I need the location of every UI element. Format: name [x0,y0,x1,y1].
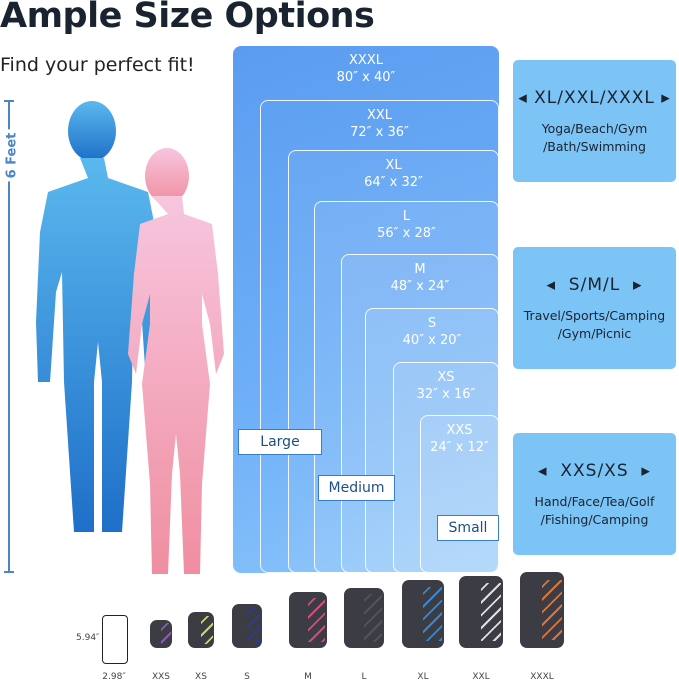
woman-silhouette [128,148,224,574]
panel-small: ◂ XXS/XS ▸ Hand/Face/Tea/Golf /Fishing/Ca… [513,433,676,555]
size-name: M [414,262,426,277]
towel-xxs [150,620,172,648]
towel-xs [188,612,214,648]
page-title: Ample Size Options [0,0,375,36]
towel-label: XS [195,672,207,682]
towel-label: XL [417,672,429,682]
arrow-left-icon: ◂ [546,275,569,295]
panel-large: ◂ XL/XXL/XXXL ▸ Yoga/Beach/Gym /Bath/Swim… [513,60,676,182]
towel-label: L [361,672,367,682]
towel-label: XXXL [530,672,554,682]
stripe-pattern [161,622,171,646]
size-dims: 64″ x 32″ [364,175,423,190]
subtitle: Find your perfect fit! [0,54,195,76]
stripe-pattern [423,586,442,642]
phone-icon [102,615,128,664]
size-dims: 72″ x 36″ [350,125,409,140]
towel-label: XXL [472,672,490,682]
size-name: L [402,209,411,224]
stripe-pattern [542,579,562,641]
size-name: S [427,316,437,331]
towel-l [344,588,384,648]
arrow-left-icon: ◂ [518,88,535,108]
man-silhouette [36,101,160,532]
towel-m [289,592,327,648]
towel-s [232,604,262,648]
panel-heading: XL/XXL/XXXL [534,88,655,108]
towel-label: M [304,672,312,682]
size-dims: 56″ x 28″ [377,226,436,241]
size-name: XXL [366,108,393,123]
arrow-right-icon: ▸ [654,88,671,108]
stripe-pattern [201,615,213,645]
panel-heading: S/M/L [568,275,621,295]
size-dims: 48″ x 24″ [390,279,450,294]
arrow-right-icon: ▸ [628,461,651,481]
arrow-right-icon: ▸ [620,275,643,295]
panel-uses: Travel/Sports/Camping /Gym/Picnic [523,308,666,341]
size-name: XL [385,158,402,173]
towel-xxxl [520,572,564,648]
size-dims: 32″ x 16″ [416,387,476,402]
panel-heading: XXS/XS [560,461,629,481]
panel-uses: Hand/Face/Tea/Golf /Fishing/Camping [534,494,655,527]
stripe-pattern [481,583,501,641]
tag-small: Small [437,515,499,541]
panel-medium: ◂ S/M/L ▸ Travel/Sports/Camping /Gym/Picn… [513,247,676,369]
towel-xxl [459,576,503,648]
phone-width: 2.98″ [102,672,126,682]
tag-large: Large [238,429,322,455]
height-ruler [4,100,14,573]
stripe-pattern [364,594,382,642]
towel-xl [402,580,444,648]
size-dims: 24″ x 12″ [430,440,489,455]
arrow-left-icon: ◂ [538,461,561,481]
tag-medium: Medium [318,475,395,501]
phone-height: 5.94″ [76,633,100,643]
size-dims: 80″ x 40″ [336,70,396,85]
stripe-pattern [247,608,261,644]
towel-label: XXS [151,672,171,682]
size-box-xxs: XXS 24″ x 12″ [420,415,499,573]
panel-uses: Yoga/Beach/Gym /Bath/Swimming [541,121,648,154]
human-silhouettes [36,101,224,574]
size-name: XS [437,370,455,385]
towel-label: S [244,672,250,682]
stripe-pattern [308,597,326,643]
size-name: XXS [446,423,473,438]
size-dims: 40″ x 20″ [402,333,462,348]
size-name: XXXL [349,53,383,68]
